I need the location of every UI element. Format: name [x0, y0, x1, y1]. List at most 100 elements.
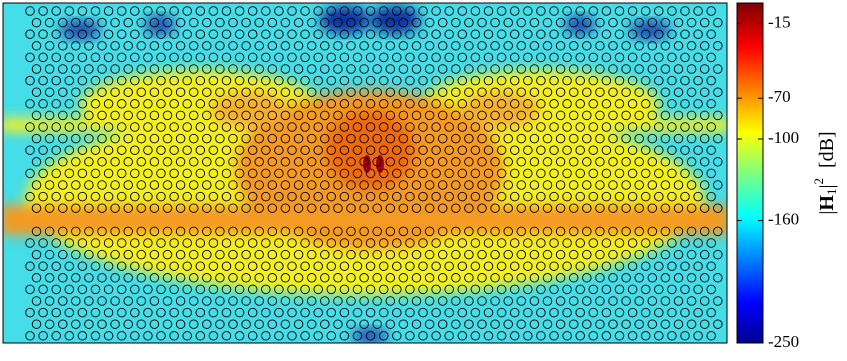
hole: [523, 238, 533, 248]
hole: [667, 75, 677, 86]
hole: [306, 296, 317, 306]
hole: [123, 319, 133, 329]
hole: [221, 261, 232, 271]
hole: [339, 145, 350, 155]
hole: [116, 52, 127, 63]
hole: [372, 203, 382, 213]
hole: [647, 110, 658, 121]
hole: [411, 64, 422, 74]
hole: [614, 52, 625, 63]
hole: [359, 64, 369, 74]
hole: [51, 261, 61, 271]
hole: [352, 261, 363, 271]
hole: [490, 273, 500, 283]
hole: [188, 41, 199, 51]
hole: [555, 273, 566, 283]
hole: [496, 331, 507, 341]
hole: [352, 284, 363, 295]
hole: [267, 110, 278, 121]
hole: [536, 52, 546, 63]
hole: [634, 41, 644, 51]
hole: [123, 273, 133, 283]
hole: [306, 133, 317, 144]
hole: [608, 17, 618, 28]
hole: [529, 41, 540, 51]
hole: [621, 133, 631, 144]
hole: [208, 238, 219, 248]
hole: [287, 191, 297, 202]
hole: [673, 87, 684, 97]
hole: [228, 17, 238, 28]
hole: [71, 273, 81, 283]
hole: [103, 145, 114, 155]
hole: [542, 249, 553, 260]
hole: [464, 249, 474, 260]
hole: [234, 168, 245, 179]
hole: [673, 110, 684, 121]
hole: [313, 261, 323, 271]
hole: [320, 133, 330, 144]
hole: [110, 226, 120, 237]
hole: [110, 296, 120, 306]
hole: [188, 64, 199, 74]
hole: [529, 87, 540, 97]
hole: [549, 6, 559, 16]
hole: [477, 64, 487, 74]
hole: [136, 17, 147, 28]
hole: [25, 145, 35, 155]
hole: [490, 296, 500, 306]
hole: [483, 29, 494, 39]
hole: [451, 41, 461, 51]
hole: [306, 203, 317, 213]
hole: [188, 203, 199, 213]
hole: [215, 203, 225, 213]
hole: [64, 284, 75, 295]
hole: [457, 29, 468, 39]
hole: [359, 226, 369, 237]
hole: [326, 168, 337, 179]
hole: [202, 87, 212, 97]
hole: [333, 249, 343, 260]
hole: [241, 133, 251, 144]
hole: [123, 110, 133, 121]
hole: [359, 296, 369, 306]
hole: [529, 249, 540, 260]
hole: [372, 110, 382, 121]
hole: [241, 180, 251, 190]
hole: [149, 87, 160, 97]
hole: [686, 110, 697, 121]
hole: [123, 64, 133, 74]
hole: [549, 145, 559, 155]
hole: [680, 307, 690, 318]
hole: [280, 64, 291, 74]
hole: [175, 180, 186, 190]
hole: [208, 99, 219, 109]
hole: [64, 29, 75, 39]
hole: [582, 157, 592, 167]
hole: [293, 273, 304, 283]
hole: [634, 87, 644, 97]
hole: [38, 261, 48, 271]
hole: [385, 133, 396, 144]
hole: [136, 180, 147, 190]
hole: [149, 319, 160, 329]
hole: [188, 296, 199, 306]
hole: [261, 99, 271, 109]
hole: [339, 52, 350, 63]
hole: [333, 133, 343, 144]
hole: [136, 273, 147, 283]
hole: [241, 157, 251, 167]
hole: [215, 157, 225, 167]
hole: [713, 249, 723, 260]
hole: [169, 331, 179, 341]
hole: [116, 307, 127, 318]
hole: [702, 342, 707, 343]
hole: [38, 75, 48, 86]
hole: [523, 6, 533, 16]
hole: [378, 284, 389, 295]
hole: [444, 75, 454, 86]
hole: [254, 273, 264, 283]
hole: [568, 41, 579, 51]
hole: [634, 17, 644, 28]
hole: [208, 122, 219, 132]
